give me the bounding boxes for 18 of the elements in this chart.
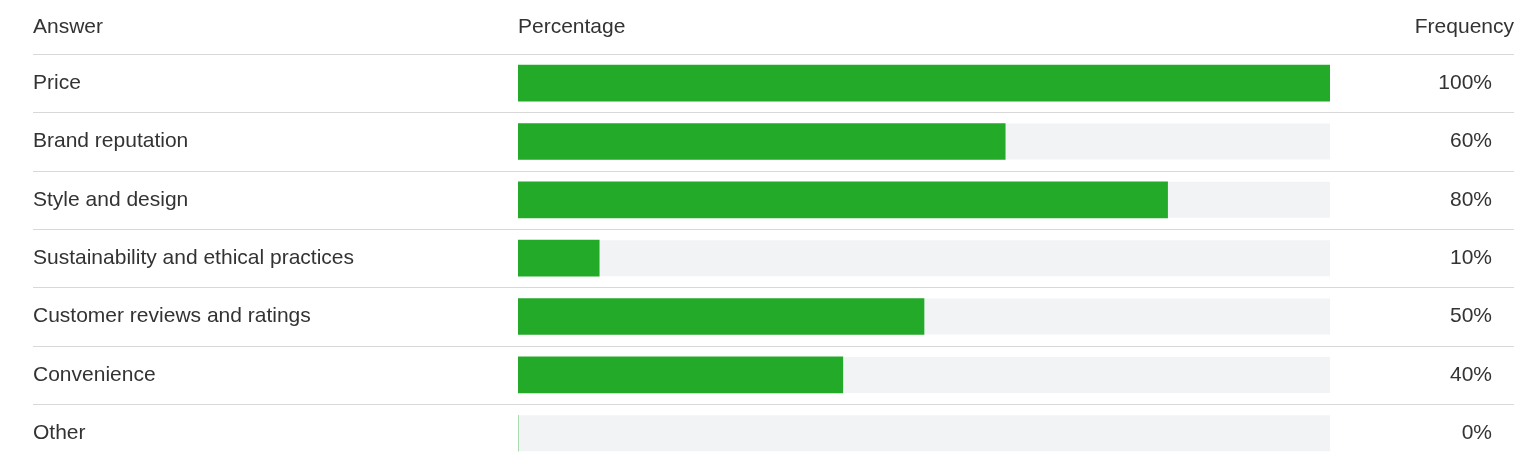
y-tick-label: Style and design — [33, 186, 189, 210]
y-tick-label: Price — [33, 69, 81, 93]
y-tick-label: Convenience — [33, 361, 156, 385]
data-label: 50% — [1449, 303, 1492, 327]
y-tick-label: Customer reviews and ratings — [33, 303, 311, 327]
bar — [518, 239, 600, 277]
y-tick-label: Sustainability and ethical practices — [33, 245, 355, 268]
data-label: 10% — [1449, 245, 1492, 268]
text: Frequency — [1414, 13, 1515, 37]
data-label: 40% — [1449, 361, 1492, 385]
y-tick-label: Brand reputation — [33, 128, 189, 152]
data-label: 0% — [1461, 420, 1492, 444]
data-label: 100% — [1438, 69, 1492, 93]
y-tick-label: Other — [33, 420, 86, 444]
data-label: 80% — [1449, 186, 1492, 210]
x-axis-title: Percentage — [518, 13, 626, 37]
data-label: 60% — [1449, 128, 1492, 152]
y-axis-title: Answer — [33, 13, 104, 37]
